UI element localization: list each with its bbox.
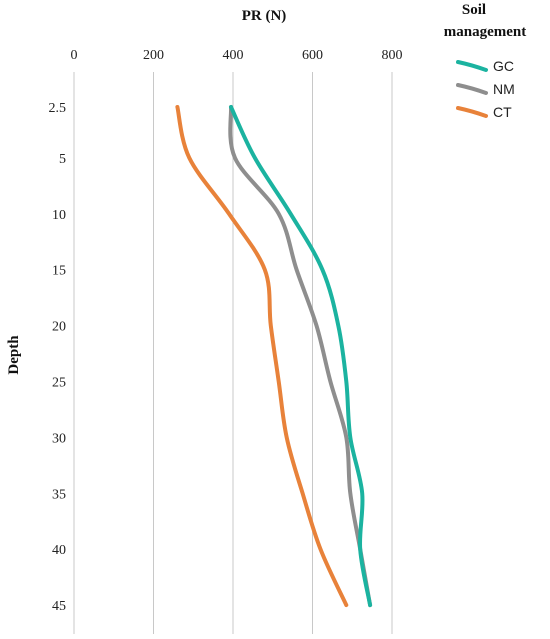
x-tick-label: 800 [382, 48, 403, 63]
legend-label-ct: CT [493, 104, 512, 120]
y-tick-label: 10 [52, 208, 66, 223]
y-tick-label: 15 [52, 264, 66, 279]
series-lines [175, 105, 373, 608]
y-tick-label: 35 [52, 487, 66, 502]
y-tick-label: 20 [52, 320, 66, 335]
y-tick-label: 30 [52, 431, 66, 446]
y-tick-label: 40 [52, 543, 66, 558]
legend-swatch-gc [456, 60, 488, 72]
legend-swatch-ct [456, 106, 488, 118]
series-line-ct [175, 105, 349, 608]
y-tick-label: 5 [59, 152, 66, 167]
legend-title-line2: management [444, 24, 527, 40]
x-axis-title: PR (N) [242, 8, 287, 24]
x-tick-label: 400 [223, 48, 244, 63]
y-axis-title: Depth [6, 335, 22, 375]
x-tick-label: 200 [143, 48, 164, 63]
legend-label-nm: NM [493, 81, 515, 97]
series-line-gc [229, 105, 373, 608]
y-tick-label: 2.5 [49, 101, 67, 116]
legend-items: GC NM CT [456, 58, 515, 120]
y-axis-ticks: 2.5 5 10 15 20 25 30 35 40 45 [49, 101, 67, 614]
series-line-nm [228, 105, 373, 608]
x-axis-ticks: 0 200 400 600 800 [71, 48, 403, 63]
legend-label-gc: GC [493, 58, 514, 74]
y-tick-label: 45 [52, 599, 66, 614]
x-tick-label: 600 [302, 48, 323, 63]
y-tick-label: 25 [52, 376, 66, 391]
legend: Soil management GC NM CT [444, 2, 527, 120]
x-tick-label: 0 [71, 48, 78, 63]
legend-title-line1: Soil [462, 2, 486, 18]
legend-swatch-nm [456, 83, 488, 95]
grid [73, 72, 393, 634]
